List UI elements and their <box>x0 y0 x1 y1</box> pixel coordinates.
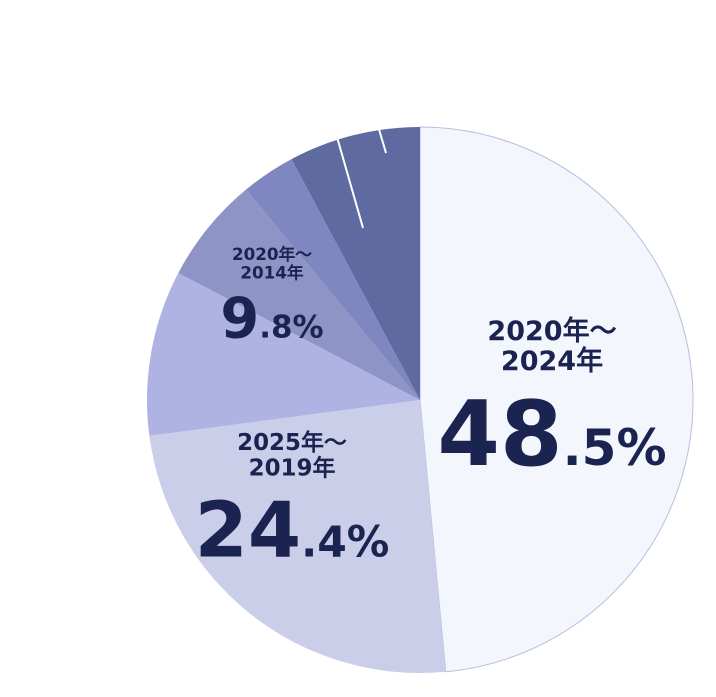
value-int: 9 <box>220 287 259 352</box>
value-rest: .8% <box>259 310 323 346</box>
pie-slice <box>178 189 420 400</box>
label-line: 2020年～ <box>232 244 312 264</box>
pie-slice <box>419 126 694 673</box>
pie-slice <box>147 273 420 436</box>
label-line: 2014年 <box>240 263 304 283</box>
value-int: 24 <box>195 486 301 575</box>
value-label: 9.8% <box>220 287 323 352</box>
value-label: 24.4% <box>195 486 390 575</box>
label-line: 2025年～ <box>237 429 347 456</box>
slice-label: 2020年～ 2024年 <box>487 315 616 377</box>
leader-line <box>377 125 387 154</box>
value-int: 48 <box>437 382 562 487</box>
value-rest: .4% <box>301 518 389 567</box>
pie-slice <box>291 127 420 400</box>
value-rest: .5% <box>563 419 667 477</box>
leader-line <box>336 136 364 229</box>
pie-slice <box>245 159 420 400</box>
slice-label: 2020年～ 2014年 <box>232 244 312 283</box>
value-label: 48.5% <box>437 382 666 487</box>
pie-slice <box>149 400 446 673</box>
label-line: 2020年～ <box>487 315 616 347</box>
label-line: 2024年 <box>501 345 603 377</box>
label-line: 2019年 <box>249 455 336 482</box>
slice-label: 2025年～ 2019年 <box>237 429 347 482</box>
